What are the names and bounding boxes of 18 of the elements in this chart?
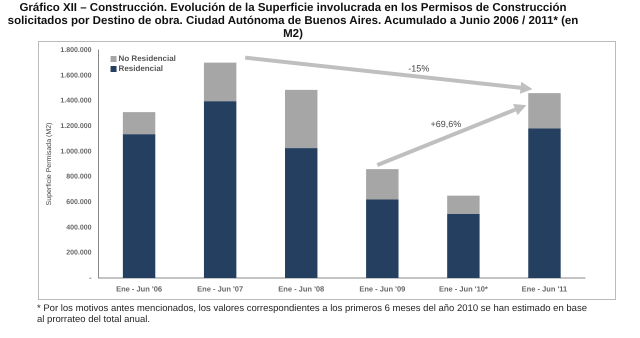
annotation: +69,6%: [430, 119, 462, 130]
bar: [528, 93, 561, 129]
bar: [122, 134, 156, 278]
bar: [447, 196, 480, 214]
bar: [285, 148, 318, 278]
chart-title: Gráfico XII – Construcción. Evolución de la Superficie involucrada en los Permisos de Construcción solicitados por Destino de obra. Ciudad Autónoma de Buenos Aires. Acumulado a Junio 2006 / 2011* (en M2): [6, 1, 580, 41]
bar: [204, 101, 236, 278]
legend-label: No Residencial: [118, 54, 176, 64]
bar: [204, 62, 236, 102]
annotation: -15%: [408, 63, 430, 74]
text: * Por los motivos antes mencionados, los valores correspondientes a los primeros 6 meses del año 2010 se han estimado en base al prorrateo del total anual.: [37, 303, 587, 325]
legend-label: Residencial: [118, 64, 164, 74]
bar: [366, 199, 399, 278]
bar: [122, 112, 156, 134]
bar: [285, 90, 318, 148]
bar: [447, 214, 480, 278]
bar: [366, 169, 399, 200]
bar: [528, 128, 561, 278]
